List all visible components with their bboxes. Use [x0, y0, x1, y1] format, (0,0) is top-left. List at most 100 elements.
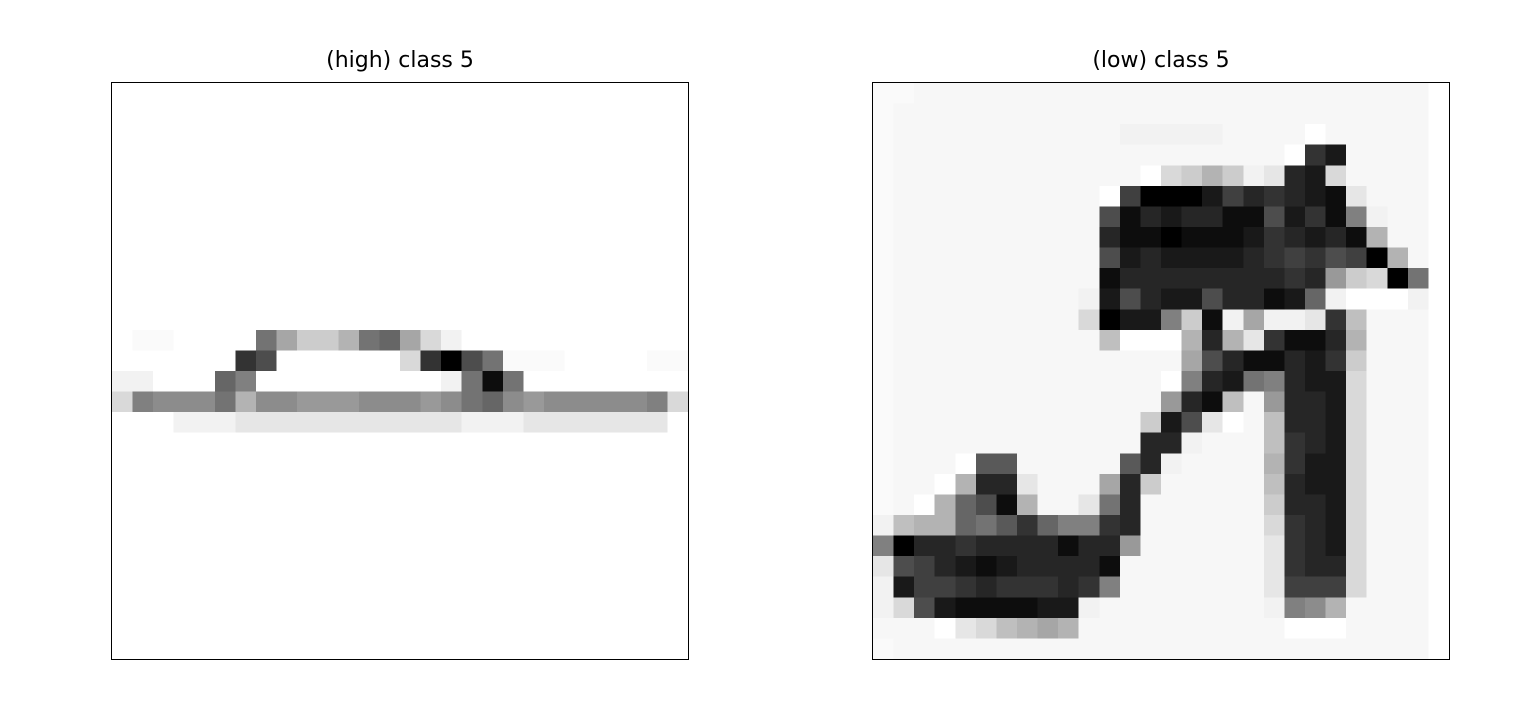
low-cell-r6-c27 — [1428, 206, 1449, 228]
low-cell-r15-c15 — [1181, 391, 1203, 413]
high-cell-r13-c5 — [214, 350, 236, 372]
high-cell-r22-c1 — [132, 535, 154, 557]
low-cell-r27-c4 — [955, 638, 977, 659]
low-cell-r16-c2 — [914, 412, 936, 434]
high-cell-r26-c5 — [214, 617, 236, 639]
high-cell-r15-c15 — [420, 391, 442, 413]
high-cell-r24-c12 — [358, 576, 380, 598]
low-cell-r1-c11 — [1099, 103, 1121, 125]
low-cell-r24-c21 — [1305, 576, 1326, 598]
low-cell-r25-c13 — [1140, 597, 1162, 619]
high-cell-r14-c10 — [317, 371, 339, 392]
high-cell-r14-c16 — [441, 371, 463, 392]
high-cell-r18-c18 — [482, 453, 504, 475]
high-cell-r20-c6 — [235, 494, 257, 516]
high-cell-r27-c26 — [646, 638, 668, 659]
low-cell-r6-c1 — [893, 206, 915, 228]
high-cell-r25-c25 — [626, 597, 648, 619]
low-cell-r0-c4 — [955, 83, 977, 104]
high-cell-r19-c26 — [646, 473, 668, 495]
high-cell-r16-c19 — [502, 412, 524, 434]
low-cell-r27-c19 — [1263, 638, 1285, 659]
low-cell-r21-c21 — [1305, 515, 1326, 536]
low-cell-r1-c17 — [1222, 103, 1244, 125]
low-cell-r25-c4 — [955, 597, 977, 619]
low-cell-r23-c25 — [1387, 556, 1409, 578]
low-cell-r4-c5 — [975, 165, 997, 187]
high-cell-r4-c22 — [564, 165, 586, 187]
low-cell-r6-c14 — [1161, 206, 1182, 228]
high-cell-r22-c20 — [523, 535, 545, 557]
low-cell-r25-c11 — [1099, 597, 1121, 619]
high-cell-r9-c27 — [667, 268, 688, 290]
high-cell-r11-c24 — [605, 309, 627, 331]
low-cell-r12-c5 — [975, 329, 997, 351]
low-cell-r5-c0 — [873, 185, 894, 207]
high-cell-r20-c15 — [420, 494, 442, 516]
low-cell-r6-c17 — [1222, 206, 1244, 228]
low-cell-r8-c14 — [1161, 247, 1182, 269]
low-cell-r17-c26 — [1407, 432, 1429, 454]
low-cell-r0-c3 — [934, 83, 956, 104]
chart-title-high: (high) class 5 — [326, 48, 474, 73]
high-cell-r2-c21 — [544, 124, 565, 146]
low-cell-r9-c18 — [1243, 268, 1265, 290]
low-cell-r10-c0 — [873, 288, 894, 310]
low-cell-r13-c15 — [1181, 350, 1203, 372]
low-cell-r22-c20 — [1284, 535, 1306, 557]
low-cell-r20-c24 — [1366, 494, 1388, 516]
low-cell-r27-c1 — [893, 638, 915, 659]
high-cell-r3-c26 — [646, 144, 668, 166]
low-cell-r1-c1 — [893, 103, 915, 125]
high-cell-r7-c17 — [461, 227, 483, 248]
low-cell-r23-c6 — [996, 556, 1018, 578]
high-cell-r5-c20 — [523, 185, 545, 207]
high-cell-r26-c26 — [646, 617, 668, 639]
low-cell-r23-c27 — [1428, 556, 1449, 578]
high-cell-r22-c8 — [276, 535, 298, 557]
high-cell-r2-c27 — [667, 124, 688, 146]
high-cell-r13-c7 — [256, 350, 277, 372]
high-cell-r17-c23 — [585, 432, 607, 454]
high-cell-r11-c14 — [400, 309, 421, 331]
high-cell-r14-c9 — [297, 371, 319, 392]
low-cell-r16-c26 — [1407, 412, 1429, 434]
high-cell-r16-c23 — [585, 412, 607, 434]
low-cell-r15-c14 — [1161, 391, 1182, 413]
high-cell-r22-c12 — [358, 535, 380, 557]
low-cell-r27-c15 — [1181, 638, 1203, 659]
high-cell-r16-c8 — [276, 412, 298, 434]
high-cell-r10-c18 — [482, 288, 504, 310]
low-cell-r10-c17 — [1222, 288, 1244, 310]
low-cell-r6-c2 — [914, 206, 936, 228]
low-cell-r4-c13 — [1140, 165, 1162, 187]
low-cell-r16-c8 — [1037, 412, 1059, 434]
low-cell-r1-c15 — [1181, 103, 1203, 125]
low-cell-r8-c25 — [1387, 247, 1409, 269]
low-cell-r3-c8 — [1037, 144, 1059, 166]
low-cell-r26-c2 — [914, 617, 936, 639]
high-cell-r15-c2 — [153, 391, 175, 413]
low-cell-r1-c7 — [1017, 103, 1038, 125]
high-cell-r13-c6 — [235, 350, 257, 372]
low-cell-r12-c26 — [1407, 329, 1429, 351]
high-cell-r13-c24 — [605, 350, 627, 372]
low-cell-r18-c20 — [1284, 453, 1306, 475]
low-cell-r4-c20 — [1284, 165, 1306, 187]
high-cell-r19-c10 — [317, 473, 339, 495]
low-cell-r1-c16 — [1202, 103, 1224, 125]
high-cell-r26-c20 — [523, 617, 545, 639]
high-cell-r10-c26 — [646, 288, 668, 310]
high-cell-r18-c6 — [235, 453, 257, 475]
high-cell-r8-c14 — [400, 247, 421, 269]
high-cell-r1-c22 — [564, 103, 586, 125]
high-cell-r1-c13 — [379, 103, 401, 125]
high-cell-r7-c6 — [235, 227, 257, 248]
high-cell-r12-c3 — [173, 329, 195, 351]
low-cell-r27-c23 — [1346, 638, 1368, 659]
high-cell-r7-c21 — [544, 227, 565, 248]
low-cell-r3-c14 — [1161, 144, 1182, 166]
low-cell-r17-c15 — [1181, 432, 1203, 454]
high-cell-r5-c11 — [338, 185, 360, 207]
low-cell-r15-c11 — [1099, 391, 1121, 413]
